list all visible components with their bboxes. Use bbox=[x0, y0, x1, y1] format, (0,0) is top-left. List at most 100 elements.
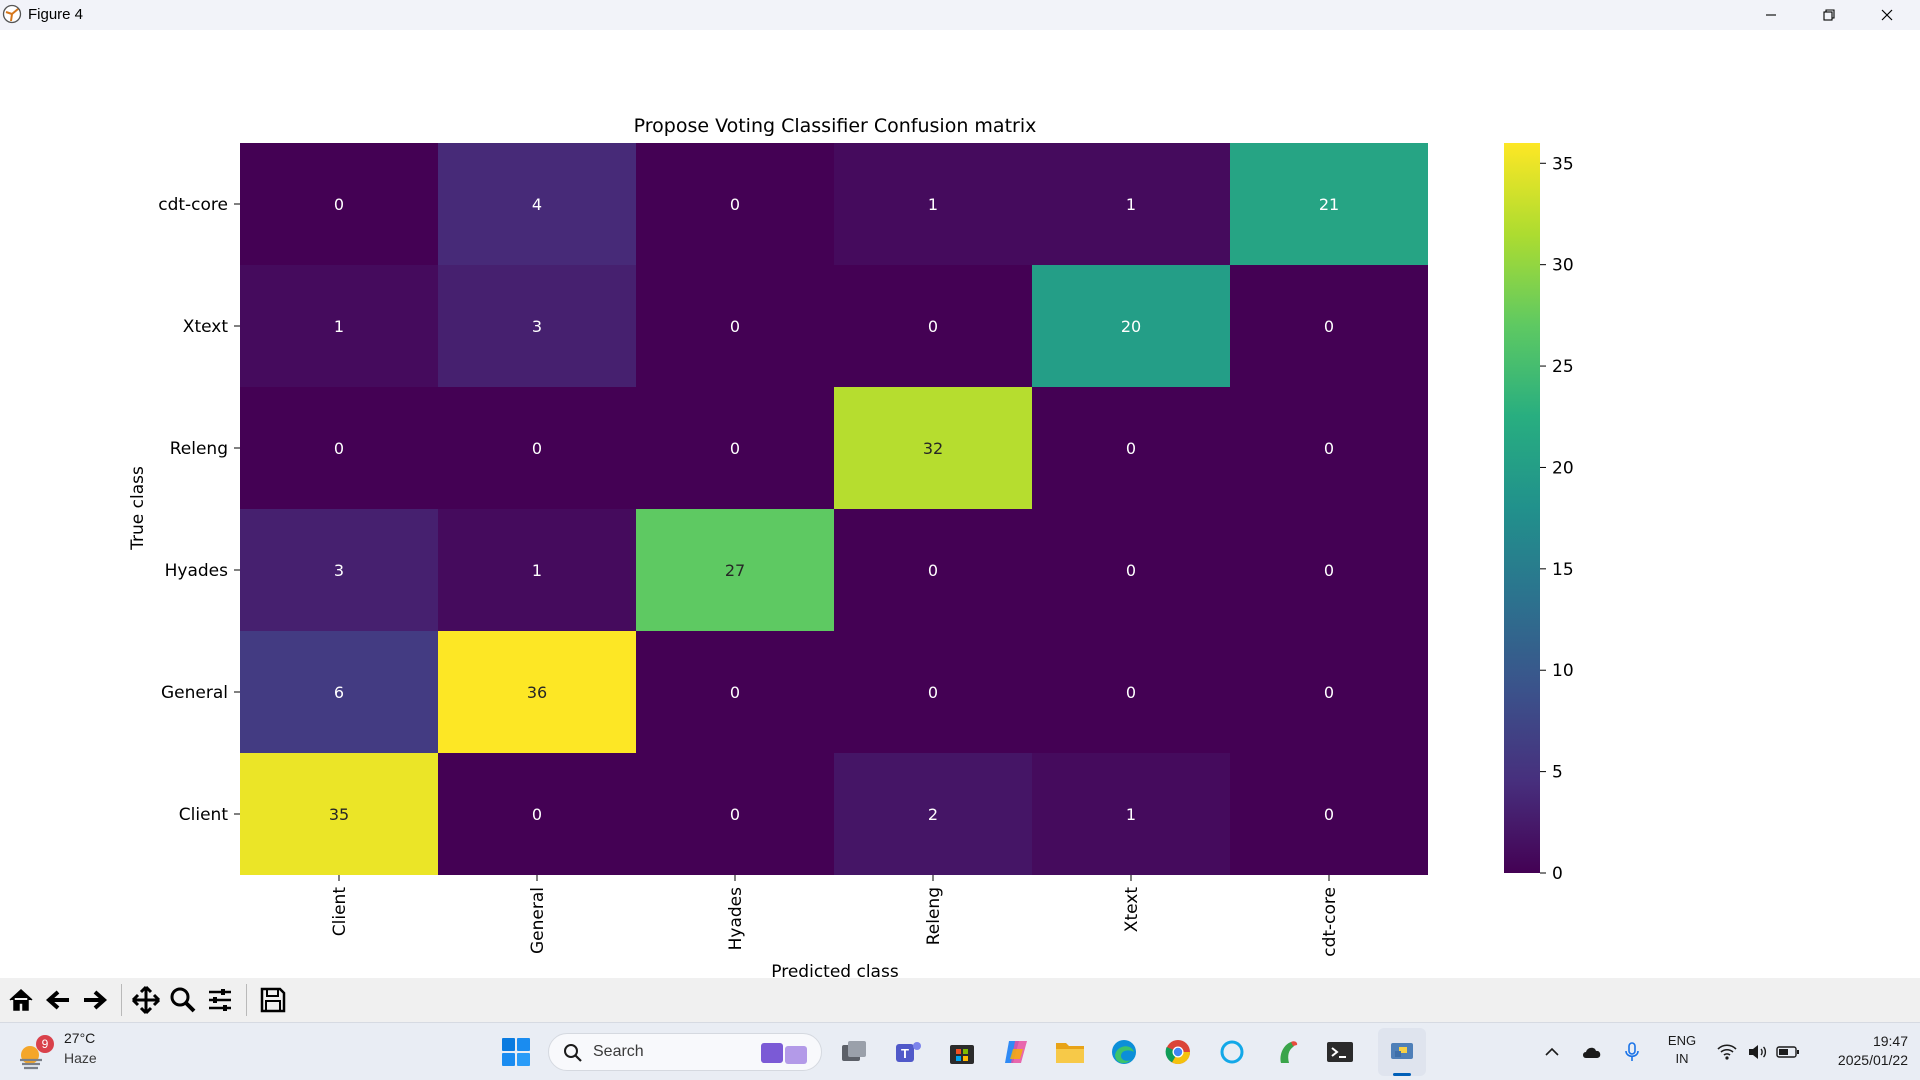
configure-icon bbox=[209, 989, 231, 1011]
terminal-button[interactable] bbox=[1322, 1034, 1358, 1070]
window-title: Figure 4 bbox=[28, 6, 84, 23]
cell-value-label: 0 bbox=[334, 195, 344, 214]
cell-value-label: 6 bbox=[334, 683, 344, 702]
heatmap-cell bbox=[1230, 753, 1428, 875]
heatmap-cell bbox=[636, 509, 834, 631]
cortana-button[interactable] bbox=[1214, 1034, 1250, 1070]
cortana-ring-icon bbox=[1220, 1040, 1244, 1064]
heatmap-cell bbox=[1032, 143, 1230, 265]
temperature: 27°C bbox=[64, 1030, 96, 1046]
close-button[interactable] bbox=[1858, 0, 1916, 30]
chevron-up-icon bbox=[1545, 1047, 1559, 1056]
x-axis-label: Predicted class bbox=[771, 962, 899, 978]
cell-value-label: 0 bbox=[1324, 683, 1334, 702]
system-tray-status[interactable] bbox=[1716, 1041, 1802, 1063]
cell-value-label: 0 bbox=[730, 805, 740, 824]
cell-value-label: 0 bbox=[1324, 805, 1334, 824]
confusion-matrix-chart: Propose Voting Classifier Confusion matr… bbox=[128, 115, 1574, 982]
x-tick-label: Releng bbox=[924, 887, 944, 945]
cell-value-label: 3 bbox=[334, 561, 344, 580]
y-tick-label: Xtext bbox=[183, 317, 229, 337]
chrome-button[interactable] bbox=[1160, 1034, 1196, 1070]
language-indicator[interactable]: ENG IN bbox=[1664, 1033, 1700, 1066]
task-view-button[interactable] bbox=[836, 1034, 872, 1070]
sun-haze-icon bbox=[20, 1046, 42, 1070]
copilot-button[interactable] bbox=[998, 1034, 1034, 1070]
cell-value-label: 0 bbox=[730, 439, 740, 458]
cell-value-label: 0 bbox=[1324, 317, 1334, 336]
zoom-button[interactable] bbox=[166, 982, 200, 1018]
restore-button[interactable] bbox=[1800, 0, 1858, 30]
weather-widget[interactable]: 9 bbox=[14, 1033, 54, 1073]
heatmap-cell bbox=[834, 631, 1032, 753]
weather-badge: 9 bbox=[36, 1035, 54, 1053]
copilot-icon bbox=[1005, 1041, 1027, 1063]
title-bar: Figure 4 bbox=[0, 0, 1920, 30]
cell-value-label: 0 bbox=[1126, 561, 1136, 580]
store-button[interactable] bbox=[944, 1034, 980, 1070]
heatmap-cell bbox=[240, 509, 438, 631]
taskbar: 9 27°C Haze Search T bbox=[0, 1022, 1920, 1080]
show-hidden-icons-button[interactable] bbox=[1534, 1034, 1570, 1070]
edge-button[interactable] bbox=[1106, 1034, 1142, 1070]
teams-icon: T bbox=[896, 1042, 921, 1062]
cell-value-label: 0 bbox=[928, 317, 938, 336]
colorbar-tick-label: 0 bbox=[1552, 864, 1563, 884]
back-icon bbox=[45, 990, 69, 1010]
microphone-button[interactable] bbox=[1614, 1034, 1650, 1070]
minimize-button[interactable] bbox=[1742, 0, 1800, 30]
toolbar-separator bbox=[246, 984, 247, 1016]
start-button[interactable] bbox=[498, 1034, 534, 1070]
close-icon bbox=[1881, 9, 1893, 21]
heatmap-cell bbox=[1230, 265, 1428, 387]
file-explorer-button[interactable] bbox=[1052, 1034, 1088, 1070]
pan-icon bbox=[131, 985, 161, 1015]
battery-icon bbox=[1776, 1046, 1799, 1058]
heatmap-cell bbox=[1032, 265, 1230, 387]
search-highlight-icon bbox=[761, 1043, 807, 1064]
anaconda-button[interactable] bbox=[1268, 1034, 1304, 1070]
heatmap-cell bbox=[1032, 387, 1230, 509]
heatmap-cell bbox=[438, 387, 636, 509]
search-icon bbox=[564, 1044, 582, 1062]
cell-value-label: 0 bbox=[334, 439, 344, 458]
heatmap-cell bbox=[834, 753, 1032, 875]
configure-button[interactable] bbox=[203, 982, 237, 1018]
save-button[interactable] bbox=[256, 982, 290, 1018]
python-app-button[interactable] bbox=[1378, 1028, 1426, 1076]
cell-value-label: 2 bbox=[928, 805, 938, 824]
cell-value-label: 0 bbox=[730, 195, 740, 214]
cell-value-label: 32 bbox=[923, 439, 943, 458]
heatmap-cell bbox=[240, 265, 438, 387]
back-button[interactable] bbox=[41, 982, 75, 1018]
heatmap-cell bbox=[438, 143, 636, 265]
pan-button[interactable] bbox=[129, 982, 163, 1018]
colorbar-tick-label: 30 bbox=[1552, 256, 1574, 276]
restore-icon bbox=[1823, 9, 1835, 21]
x-tick-label: cdt-core bbox=[1320, 887, 1340, 957]
cloud-icon bbox=[1583, 1047, 1601, 1058]
cell-value-label: 3 bbox=[532, 317, 542, 336]
minimize-icon bbox=[1766, 14, 1776, 16]
heatmap-cell bbox=[636, 387, 834, 509]
x-tick-label: Hyades bbox=[726, 887, 746, 951]
colorbar-tick-label: 20 bbox=[1552, 458, 1574, 478]
forward-button[interactable] bbox=[78, 982, 112, 1018]
task-view-icon bbox=[842, 1041, 866, 1061]
home-button[interactable] bbox=[4, 982, 38, 1018]
heatmap-cell bbox=[240, 631, 438, 753]
heatmap-cell bbox=[240, 387, 438, 509]
heatmap-cell bbox=[240, 143, 438, 265]
search-box[interactable]: Search bbox=[548, 1033, 822, 1071]
teams-button[interactable]: T bbox=[890, 1034, 926, 1070]
cell-value-label: 0 bbox=[532, 805, 542, 824]
heatmap-cell bbox=[834, 143, 1032, 265]
figure-canvas[interactable]: Propose Voting Classifier Confusion matr… bbox=[0, 30, 1920, 982]
cell-value-label: 21 bbox=[1319, 195, 1339, 214]
onedrive-button[interactable] bbox=[1574, 1034, 1610, 1070]
heatmap-cell bbox=[834, 265, 1032, 387]
clock[interactable]: 19:47 2025/01/22 bbox=[1812, 1033, 1908, 1068]
save-icon bbox=[260, 987, 286, 1013]
heatmap-cell bbox=[636, 631, 834, 753]
region-code: IN bbox=[1675, 1051, 1689, 1066]
